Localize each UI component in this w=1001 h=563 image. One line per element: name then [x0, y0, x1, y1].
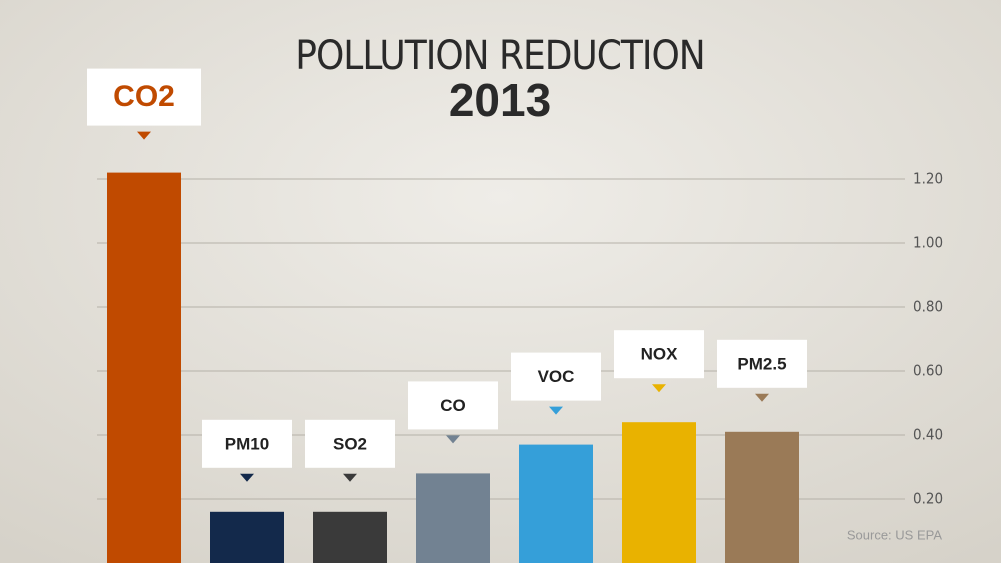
y-tick-label: 0.80: [913, 298, 943, 316]
category-label: CO: [440, 396, 466, 415]
label-box: [614, 330, 704, 379]
chart-title: POLLUTION REDUCTION: [295, 33, 704, 79]
label-arrow: [652, 384, 666, 393]
category-label: VOC: [538, 367, 575, 386]
category-label: CO2: [113, 80, 175, 113]
label-box: [408, 381, 498, 430]
y-tick-label: 0.40: [913, 426, 943, 444]
label-box: [511, 352, 601, 401]
bar: [210, 511, 284, 563]
label-arrow: [549, 406, 563, 415]
label-arrow: [137, 131, 151, 140]
y-tick-label: 1.20: [913, 170, 943, 188]
bar: [416, 473, 490, 563]
label-box: [717, 339, 807, 388]
category-label: NOX: [641, 345, 679, 364]
bar: [519, 444, 593, 563]
label-arrow: [446, 435, 460, 444]
y-tick-label: 1.00: [913, 234, 943, 252]
label-arrow: [343, 473, 357, 482]
y-tick-label: 0.20: [913, 490, 943, 508]
label-box: [305, 419, 395, 468]
y-tick-label: 0.60: [913, 362, 943, 380]
bar: [622, 422, 696, 563]
label-arrow: [240, 473, 254, 482]
bar: [107, 172, 181, 563]
category-label: SO2: [333, 434, 367, 453]
source-note: Source: US EPA: [847, 527, 942, 542]
bar: [725, 431, 799, 563]
bar: [313, 511, 387, 563]
label-box: [202, 419, 292, 468]
category-label: PM2.5: [737, 354, 786, 373]
label-box: [87, 68, 201, 126]
chart-subtitle: 2013: [449, 74, 551, 126]
category-label: PM10: [225, 434, 269, 453]
label-arrow: [755, 393, 769, 402]
